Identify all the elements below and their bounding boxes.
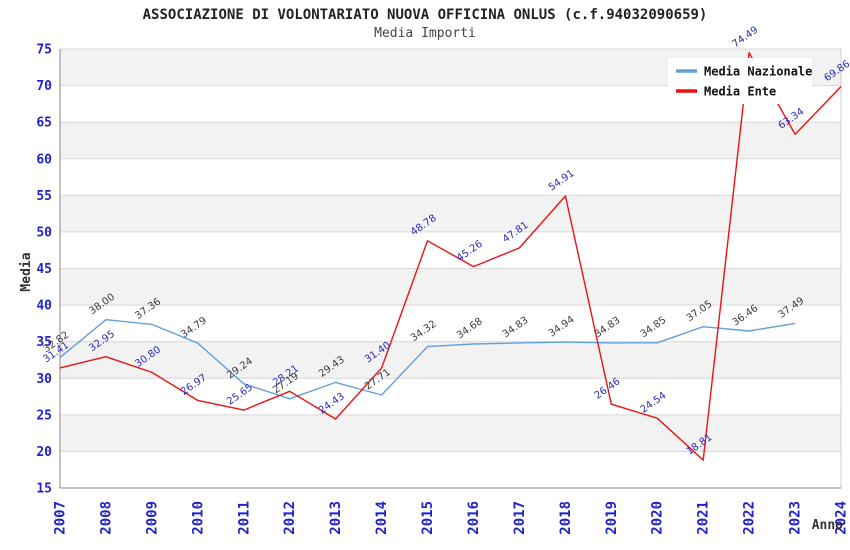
x-tick-label: 2010 (190, 501, 206, 535)
x-tick-label: 2018 (558, 501, 574, 535)
x-tick-label: 2023 (788, 501, 804, 535)
plot-band (60, 122, 841, 159)
chart-subtitle: Media Importi (374, 26, 476, 41)
x-tick-label: 2008 (98, 501, 114, 535)
y-tick-label: 30 (36, 372, 52, 387)
plot-band (60, 341, 841, 379)
media-nazionale-line (59, 319, 796, 400)
y-tick-label: 70 (36, 79, 52, 94)
y-axis-title: Media (19, 252, 34, 291)
x-tick-label: 2017 (512, 501, 528, 535)
plot-band (60, 268, 841, 306)
legend-label-media-ente: Media Ente (704, 85, 776, 99)
legend-label-media-nazionale: Media Nazionale (704, 65, 812, 79)
plot-band (60, 414, 841, 452)
y-tick-label: 25 (36, 408, 52, 423)
x-tick-label: 2015 (420, 501, 436, 535)
chart-title: ASSOCIAZIONE DI VOLONTARIATO NUOVA OFFIC… (142, 7, 708, 23)
plot-band (60, 378, 841, 415)
y-tick-label: 20 (36, 445, 52, 460)
y-tick-label: 50 (36, 225, 52, 240)
plot-band (60, 231, 841, 269)
y-tick-label: 75 (36, 43, 52, 58)
x-tick-label: 2021 (696, 501, 712, 535)
y-tick-label: 45 (36, 262, 52, 277)
x-tick-label: 2012 (282, 501, 298, 535)
x-tick-label: 2016 (466, 501, 482, 535)
point-label: 74.49 (731, 25, 761, 50)
x-tick-label: 2014 (374, 501, 390, 535)
x-tick-label: 2007 (53, 501, 69, 535)
legend-box (668, 58, 812, 104)
y-tick-label: 35 (36, 335, 52, 350)
x-axis-title: Anno (812, 518, 843, 533)
plot-band (60, 451, 841, 488)
plot-band (60, 158, 841, 196)
x-tick-label: 2013 (328, 501, 344, 535)
plot-band (60, 305, 841, 342)
y-tick-label: 65 (36, 116, 52, 131)
x-tick-label: 2009 (144, 501, 160, 535)
x-tick-label: 2011 (236, 501, 252, 535)
x-tick-label: 2024 (834, 501, 850, 535)
y-tick-label: 60 (36, 152, 52, 167)
x-tick-label: 2020 (650, 501, 666, 535)
y-tick-label: 55 (36, 189, 52, 204)
plot-band (60, 195, 841, 232)
x-tick-label: 2019 (604, 501, 620, 535)
y-tick-label: 15 (36, 482, 52, 497)
x-tick-label: 2022 (742, 501, 758, 535)
y-tick-label: 40 (36, 299, 52, 314)
media-ente-line (59, 52, 842, 461)
